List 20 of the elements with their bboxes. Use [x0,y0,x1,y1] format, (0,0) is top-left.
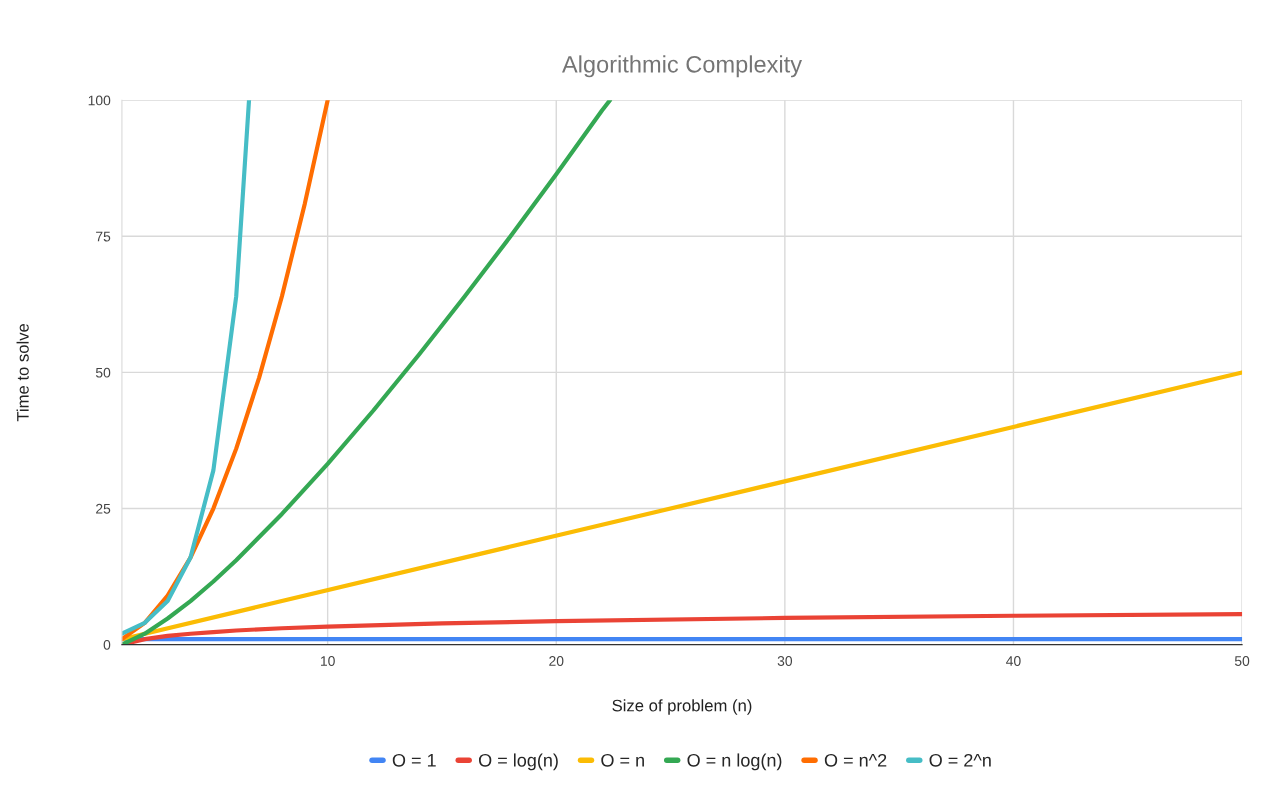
legend-label: O = n [601,753,644,767]
y-tick-label: 25 [96,503,111,514]
legend-label: O = log(n) [479,753,558,771]
y-tick-label: 75 [96,231,111,242]
x-tick-label: 50 [1234,656,1250,666]
y-tick-label: 100 [88,95,111,106]
x-tick-label: 10 [321,656,335,666]
x-tick-label: 40 [1006,656,1021,666]
y-axis-title: Time to solve [16,323,29,422]
x-tick-label: 20 [549,656,564,666]
line-series [121,100,252,636]
x-axis-title: Size of problem (n) [612,699,752,715]
legend-label: O = 1 [392,753,436,767]
legend-label: O = n log(n) [687,753,782,771]
legend-label: O = 2^n [929,753,991,767]
legend-label: O = n^2 [824,753,887,767]
x-tick-label: 30 [777,656,793,666]
y-tick-label: 50 [95,367,111,378]
y-tick-label: 0 [103,639,111,650]
chart-title: Algorithmic Complexity [561,55,803,78]
